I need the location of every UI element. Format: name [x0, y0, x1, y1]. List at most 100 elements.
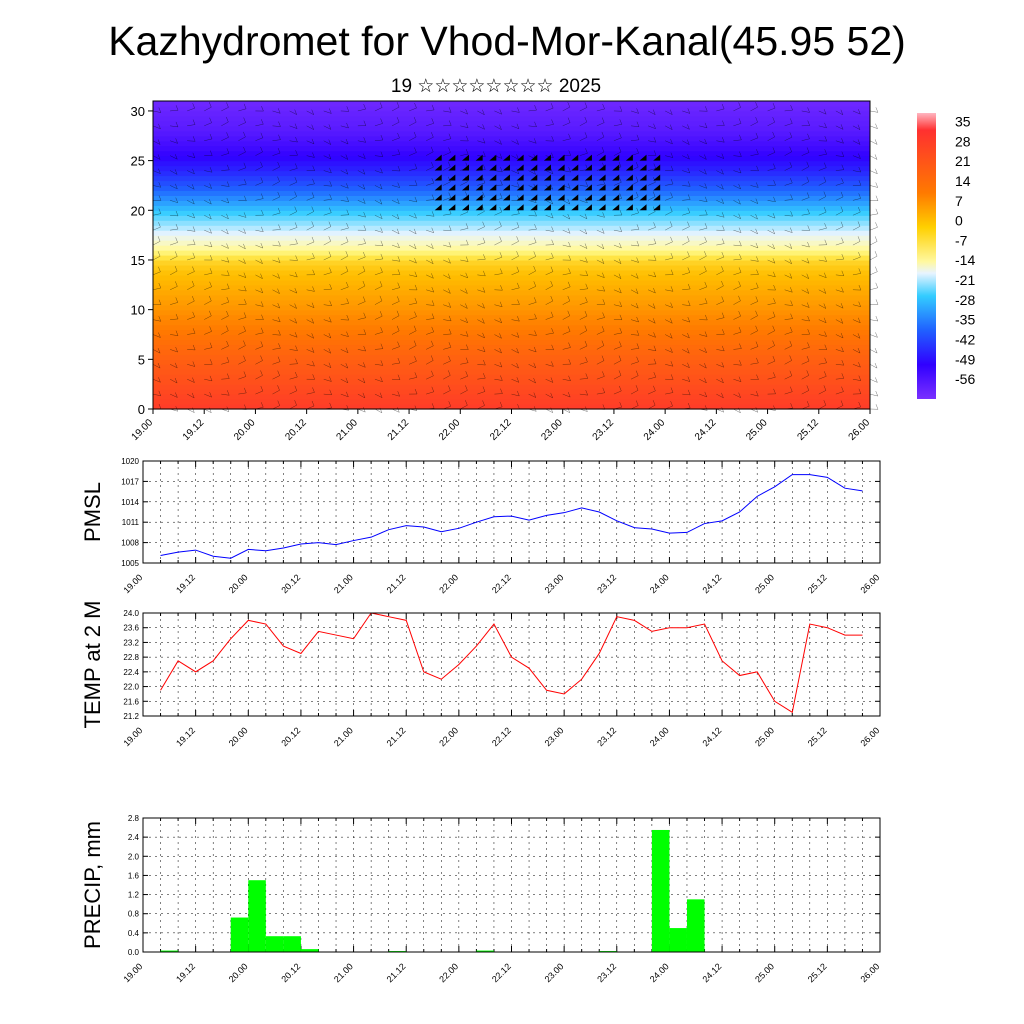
wind-barb-flag: [619, 301, 622, 307]
wind-barb-flag: [499, 301, 503, 307]
wind-barb: [835, 391, 844, 395]
wind-barb: [630, 405, 639, 410]
wind-barb: [255, 244, 263, 249]
wind-barb: [272, 110, 281, 114]
wind-barb-flag: [329, 108, 332, 114]
wind-barb: [391, 330, 400, 335]
wind-barb-flag: [517, 282, 520, 288]
wind-barb: [426, 151, 434, 156]
wind-barb: [733, 185, 741, 190]
wind-barb: [716, 364, 724, 368]
wind-barb-flag: [191, 392, 195, 399]
wind-barb-flag: [824, 122, 827, 128]
wind-barb: [648, 274, 656, 278]
wind-barb: [716, 215, 725, 218]
wind-barb-flag: [482, 109, 485, 115]
wind-barb-flag: [397, 198, 400, 204]
wind-barb-flag: [602, 312, 605, 318]
wind-barb-flag: [243, 103, 247, 109]
wind-pennant: [543, 174, 551, 181]
wind-barb-flag: [414, 284, 418, 291]
wind-barb: [528, 393, 536, 398]
wind-barb-flag: [601, 340, 605, 346]
wind-barb: [340, 364, 348, 369]
wind-pennant: [557, 204, 565, 211]
wind-barb: [613, 259, 622, 264]
wind-barb-flag: [329, 283, 332, 290]
colorbar-label: 14: [955, 173, 971, 189]
wind-barb-flag: [772, 325, 775, 331]
xtick-label: 22.00: [437, 572, 460, 595]
wind-barb-flag: [875, 315, 879, 322]
wind-barb-flag: [824, 149, 827, 155]
wind-barb: [750, 301, 758, 305]
wind-barb-flag: [738, 213, 741, 219]
wind-barb: [869, 271, 878, 276]
wind-barb: [835, 378, 844, 380]
heat-band: [153, 205, 870, 211]
wind-pennant: [557, 154, 565, 161]
wind-pennant: [475, 174, 483, 181]
wind-barb-flag: [209, 268, 213, 274]
heat-band: [153, 354, 870, 360]
wind-barb: [494, 211, 502, 216]
wind-barb: [784, 259, 792, 265]
wind-barb-flag: [584, 325, 588, 331]
wind-barb-flag: [466, 239, 469, 245]
wind-barb: [767, 121, 775, 127]
wind-barb: [357, 270, 366, 276]
wind-barb: [699, 349, 707, 353]
wind-barb-flag: [789, 258, 792, 264]
wind-barb: [511, 271, 519, 276]
wind-barb-flag: [226, 228, 229, 235]
wind-barb: [426, 215, 435, 217]
wind-pennant: [557, 174, 565, 181]
wind-barb: [272, 152, 281, 156]
wind-barb-flag: [756, 374, 759, 380]
wind-barb-flag: [465, 256, 469, 262]
wind-barb-flag: [448, 192, 451, 198]
wind-barb: [784, 304, 793, 306]
wind-barb-flag: [430, 258, 434, 264]
wind-barb-flag: [687, 108, 691, 114]
wind-barb-flag: [346, 281, 349, 288]
wind-barb: [187, 271, 195, 276]
wind-pennant: [612, 194, 620, 201]
heat-band: [153, 359, 870, 365]
wind-barb: [152, 185, 161, 188]
wind-barb: [818, 181, 827, 186]
wind-barb-flag: [227, 270, 230, 276]
wind-barb: [648, 349, 656, 351]
wind-barb-flag: [499, 206, 502, 213]
wind-pennant: [639, 204, 647, 211]
wind-barb: [579, 185, 588, 187]
wind-barb: [357, 108, 366, 112]
wind-pennant: [434, 204, 442, 211]
heat-xtick-label: 19.00: [130, 417, 156, 443]
wind-barb: [323, 241, 331, 246]
wind-barb-flag: [773, 163, 776, 169]
wind-pennant: [448, 204, 456, 211]
wind-barb: [682, 241, 690, 246]
wind-barb-flag: [602, 272, 605, 278]
wind-barb: [630, 110, 639, 114]
wind-barb-flag: [568, 241, 571, 248]
wind-barb-flag: [209, 375, 213, 381]
wind-barb: [767, 229, 775, 235]
wind-pennant: [653, 174, 661, 181]
wind-barb-flag: [192, 311, 195, 317]
wind-barb: [562, 229, 571, 234]
wind-barb-flag: [567, 391, 571, 398]
wind-barb: [528, 302, 537, 305]
heat-band: [153, 384, 870, 390]
wind-barb: [374, 331, 383, 335]
wind-pennant: [571, 164, 579, 171]
wind-barb: [391, 408, 400, 413]
wind-barb-flag: [397, 132, 400, 139]
wind-barb-flag: [431, 300, 435, 306]
wind-barb: [750, 315, 758, 320]
wind-barb: [648, 376, 656, 380]
wind-barb: [357, 155, 366, 159]
wind-barb: [306, 110, 314, 115]
